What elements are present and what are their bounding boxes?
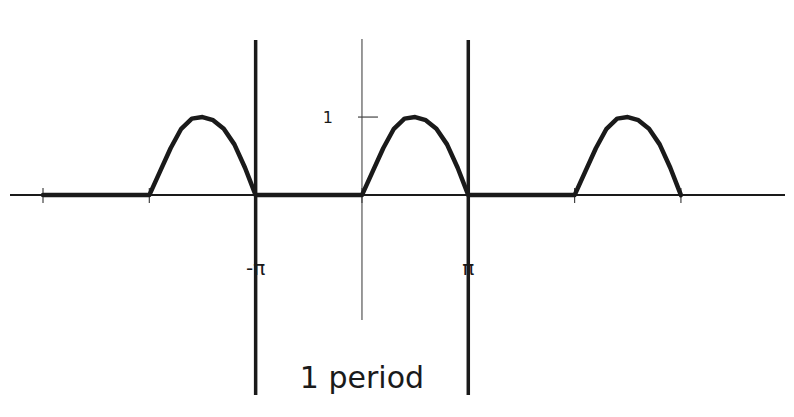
- chart: -ππ11 period: [0, 0, 794, 417]
- y-tick: [358, 116, 378, 117]
- data-line: [43, 117, 681, 195]
- plot-area: [43, 117, 681, 195]
- y-axis: [361, 39, 362, 320]
- period-line: [254, 40, 258, 395]
- period-line: [467, 40, 471, 395]
- annotation: 1 period: [300, 360, 424, 395]
- y-tick-label: 1: [323, 108, 333, 127]
